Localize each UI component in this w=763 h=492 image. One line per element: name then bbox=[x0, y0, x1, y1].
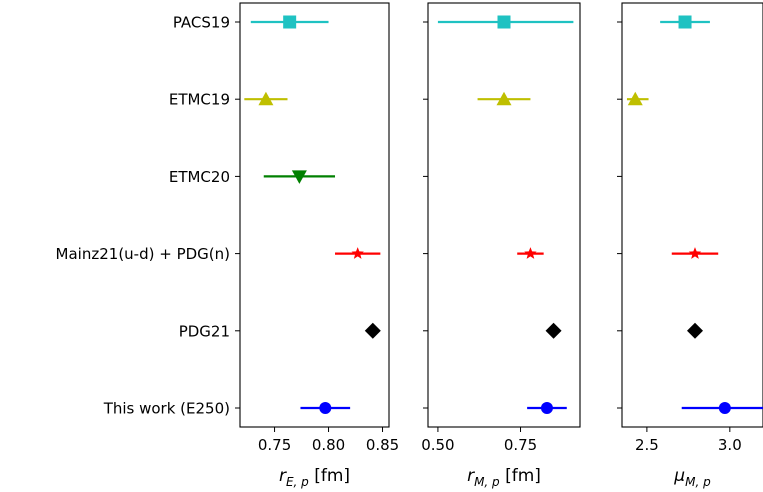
point-mainz21-u-d-pdg-n-panel-1 bbox=[335, 247, 381, 259]
triangle-up-marker bbox=[627, 91, 643, 106]
point-pacs19-panel-1 bbox=[250, 15, 329, 29]
point-this-work-e250-panel-3 bbox=[681, 402, 763, 414]
star-marker bbox=[351, 247, 364, 259]
point-this-work-e250-panel-2 bbox=[527, 402, 567, 414]
y-axis-categories: PACS19 ETMC19 ETMC20 Mainz21(u-d) + PDG(n) P… bbox=[56, 14, 622, 418]
x-axis-label-1: rE, p [fm] bbox=[279, 466, 350, 489]
y-tick-label-etmc20: ETMC20 bbox=[169, 168, 230, 186]
panel-frame-1 bbox=[239, 2, 390, 428]
x-tick-label: 2.5 bbox=[635, 436, 659, 454]
x-tick-label: 0.75 bbox=[504, 436, 537, 454]
star-marker bbox=[524, 247, 537, 259]
x-axis-label-2: rM, p [fm] bbox=[467, 466, 541, 489]
square-marker bbox=[497, 15, 511, 29]
panel-frames bbox=[239, 2, 763, 428]
data-marks bbox=[244, 15, 763, 414]
triangle-down-marker bbox=[291, 170, 307, 184]
x-axis-label-3: μM, p bbox=[673, 466, 711, 489]
circle-marker bbox=[718, 402, 731, 414]
x-tick-label: 0.75 bbox=[258, 436, 291, 454]
x-tick-label: 0.80 bbox=[312, 436, 345, 454]
x-tick-label: 0.85 bbox=[366, 436, 399, 454]
point-mainz21-u-d-pdg-n-panel-2 bbox=[517, 247, 544, 259]
y-tick-label-etmc19: ETMC19 bbox=[169, 91, 230, 109]
y-tick-label-pdg21: PDG21 bbox=[179, 322, 230, 340]
point-pdg21-panel-2 bbox=[545, 322, 562, 339]
x-axis-labels: rE, p [fm] rM, p [fm] μM, p bbox=[279, 466, 711, 489]
diamond-marker bbox=[364, 322, 381, 339]
star-marker bbox=[688, 247, 702, 259]
diamond-marker bbox=[545, 322, 562, 339]
triangle-up-marker bbox=[258, 91, 274, 106]
x-axis-ticks: 0.75 0.80 0.85 0.50 0.75 2.5 3.0 bbox=[258, 427, 742, 454]
point-etmc19-panel-3 bbox=[626, 91, 649, 106]
square-marker bbox=[678, 15, 692, 29]
point-etmc19-panel-2 bbox=[477, 91, 531, 106]
x-tick-label: 3.0 bbox=[718, 436, 742, 454]
point-pdg21-panel-3 bbox=[686, 322, 703, 339]
y-tick-label-this-work-e250: This work (E250) bbox=[103, 400, 230, 418]
diamond-marker bbox=[686, 322, 703, 339]
point-etmc19-panel-1 bbox=[244, 91, 288, 106]
circle-marker bbox=[319, 402, 332, 414]
y-tick-label-pacs19: PACS19 bbox=[173, 14, 230, 32]
point-etmc20-panel-1 bbox=[263, 170, 336, 184]
circle-marker bbox=[540, 402, 553, 414]
point-pacs19-panel-2 bbox=[437, 15, 574, 29]
square-marker bbox=[283, 15, 297, 29]
triangle-up-marker bbox=[496, 91, 512, 106]
y-tick-label-mainz21-u-d-pdg-n: Mainz21(u-d) + PDG(n) bbox=[56, 245, 230, 263]
panel-frame-2 bbox=[427, 2, 581, 428]
point-pdg21-panel-1 bbox=[364, 322, 381, 339]
panel-frame-3 bbox=[621, 2, 763, 428]
point-pacs19-panel-3 bbox=[660, 15, 710, 29]
point-this-work-e250-panel-1 bbox=[300, 402, 351, 414]
point-mainz21-u-d-pdg-n-panel-3 bbox=[671, 247, 719, 259]
x-tick-label: 0.50 bbox=[421, 436, 454, 454]
